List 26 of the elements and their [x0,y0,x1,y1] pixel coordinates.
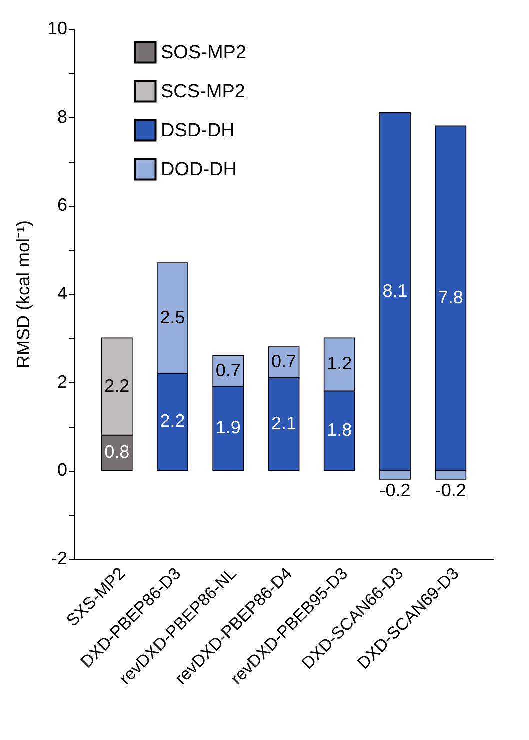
y-tick-label: -2 [51,548,68,568]
legend-label: SCS-MP2 [161,82,246,102]
y-tick-label: 10 [47,18,68,38]
y-tick-label: 0 [57,460,68,480]
y-tick-label: 4 [57,284,68,304]
data-label: 0.7 [271,351,297,372]
data-label: 8.1 [382,280,408,301]
legend-label: SOS-MP2 [161,42,247,64]
y-axis-title: RMSD (kcal mol⁻¹) [13,220,34,368]
y-tick-label: 6 [57,195,68,216]
data-label: 1.8 [327,420,352,440]
y-tick-label: 8 [57,106,68,127]
data-label: 1.2 [327,354,352,374]
data-label: 0.7 [216,360,241,380]
data-label: 2.1 [271,413,297,434]
data-label: -0.2 [435,480,466,500]
y-tick-label: 2 [57,372,68,392]
data-label: 2.2 [104,376,130,396]
data-label: 0.8 [104,442,130,462]
legend-label: DSD-DH [161,120,235,142]
data-label: 2.5 [160,307,186,328]
data-label: 2.2 [160,411,186,432]
data-label: 1.9 [216,418,241,438]
data-label: 7.8 [438,287,464,308]
data-label: -0.2 [380,480,411,500]
legend-label: DOD-DH [161,160,237,180]
